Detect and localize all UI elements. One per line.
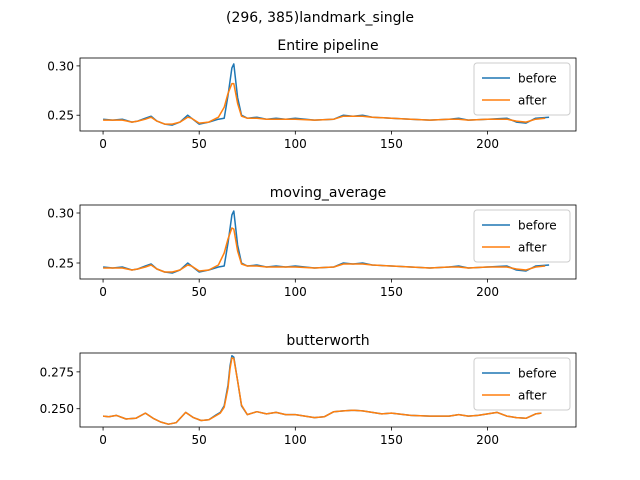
subplot-title: butterworth: [286, 333, 369, 349]
axes-frame: [79, 352, 577, 428]
subplot-title: moving_average: [270, 185, 386, 201]
x-tick-label: 200: [476, 433, 499, 447]
subplot-1: Entire pipeline 0 50 100 150 200 0.25 0.30 befor…: [47, 38, 577, 151]
axes-frame: [79, 57, 577, 132]
legend: before after: [473, 357, 571, 411]
legend-box: [473, 209, 571, 263]
y-tick-label: 0.30: [47, 207, 74, 221]
y-tick-label: 0.275: [40, 365, 74, 379]
series-line-after: [103, 357, 542, 425]
x-tick-label: 200: [476, 285, 499, 299]
x-tick-label: 100: [284, 433, 307, 447]
y-tick-label: 0.250: [40, 402, 74, 416]
y-tick-label: 0.30: [47, 59, 74, 73]
x-tick-label: 150: [380, 285, 403, 299]
legend: before after: [473, 209, 571, 263]
y-tick-label: 0.25: [47, 257, 74, 271]
x-tick-label: 0: [99, 433, 107, 447]
x-tick-label: 100: [284, 285, 307, 299]
axes-frame: [79, 204, 577, 280]
x-tick-label: 150: [380, 137, 403, 151]
legend-box: [473, 357, 571, 411]
series-line-after: [103, 227, 546, 273]
figure-title: (296, 385)landmark_single: [226, 10, 414, 26]
subplot-2: moving_average 0 50 100 150 200 0.25 0.30 before…: [47, 185, 577, 299]
legend-label-after: after: [518, 241, 546, 255]
y-tick-label: 0.25: [47, 109, 74, 123]
legend-label-after: after: [518, 94, 546, 108]
x-tick-label: 50: [192, 137, 207, 151]
legend-label-before: before: [518, 367, 557, 381]
subplots: Entire pipeline 0 50 100 150 200 0.25 0.30 befor…: [40, 38, 577, 447]
legend-label-after: after: [518, 389, 546, 403]
legend: before after: [473, 62, 571, 116]
legend-label-before: before: [518, 72, 557, 86]
x-tick-label: 0: [99, 285, 107, 299]
x-tick-label: 200: [476, 137, 499, 151]
subplot-3: butterworth 0 50 100 150 200 0.250 0.275 before a…: [40, 333, 577, 447]
legend-label-before: before: [518, 219, 557, 233]
x-tick-label: 50: [192, 433, 207, 447]
subplot-title: Entire pipeline: [277, 38, 378, 54]
x-tick-label: 150: [380, 433, 403, 447]
x-tick-label: 50: [192, 285, 207, 299]
series-line-after: [103, 82, 546, 125]
x-tick-label: 100: [284, 137, 307, 151]
legend-box: [473, 62, 571, 116]
x-tick-label: 0: [99, 137, 107, 151]
